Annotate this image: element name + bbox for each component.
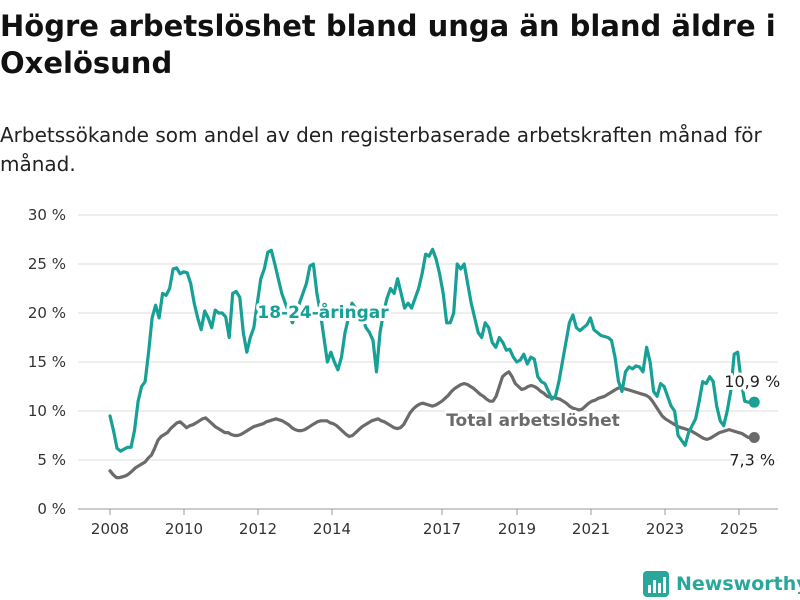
y-axis-labels: 0 % 5 % 10 % 15 % 20 % 25 % 30 % xyxy=(28,206,66,518)
x-tick-label: 2010 xyxy=(165,520,203,538)
youth-end-value-label: 10,9 % xyxy=(724,372,780,391)
chart-subtitle: Arbetssökande som andel av den registerb… xyxy=(0,123,762,176)
total-end-value-label: 7,3 % xyxy=(729,450,775,469)
x-tick-label: 2025 xyxy=(720,520,758,538)
x-axis: 2008 2010 2012 2014 2017 2019 2021 2023 2025 xyxy=(91,509,758,538)
series-lines xyxy=(108,247,760,480)
series-labels: 18-24-åringar Total arbetslöshet 10,9 % 7,3… xyxy=(254,298,783,472)
youth-series-line xyxy=(108,247,750,453)
total-series-label: Total arbetslöshet xyxy=(446,411,620,431)
x-tick-label: 2021 xyxy=(572,520,610,538)
y-tick-label: 10 % xyxy=(28,402,66,420)
y-tick-label: 15 % xyxy=(28,353,66,371)
x-tick-label: 2019 xyxy=(498,520,536,538)
newsworthy-logo: Newsworthy xyxy=(643,570,800,598)
x-tick-label: 2008 xyxy=(91,520,129,538)
x-tick-label: 2012 xyxy=(239,520,277,538)
bar-chart-icon xyxy=(643,571,669,597)
y-tick-label: 20 % xyxy=(28,304,66,322)
youth-series-label: 18-24-åringar xyxy=(257,301,389,323)
brand-name: Newsworthy xyxy=(676,573,800,595)
chart-title: Högre arbetslöshet bland unga än bland ä… xyxy=(0,9,776,80)
y-tick-label: 5 % xyxy=(37,451,66,469)
x-tick-label: 2014 xyxy=(313,520,351,538)
gridlines xyxy=(78,214,778,510)
youth-end-marker xyxy=(748,396,760,408)
y-tick-label: 0 % xyxy=(37,500,66,518)
total-end-marker xyxy=(748,431,760,443)
x-tick-label: 2023 xyxy=(646,520,684,538)
y-tick-label: 30 % xyxy=(28,206,66,224)
x-tick-label: 2017 xyxy=(423,520,461,538)
y-tick-label: 25 % xyxy=(28,255,66,273)
total-series-line xyxy=(108,370,750,480)
